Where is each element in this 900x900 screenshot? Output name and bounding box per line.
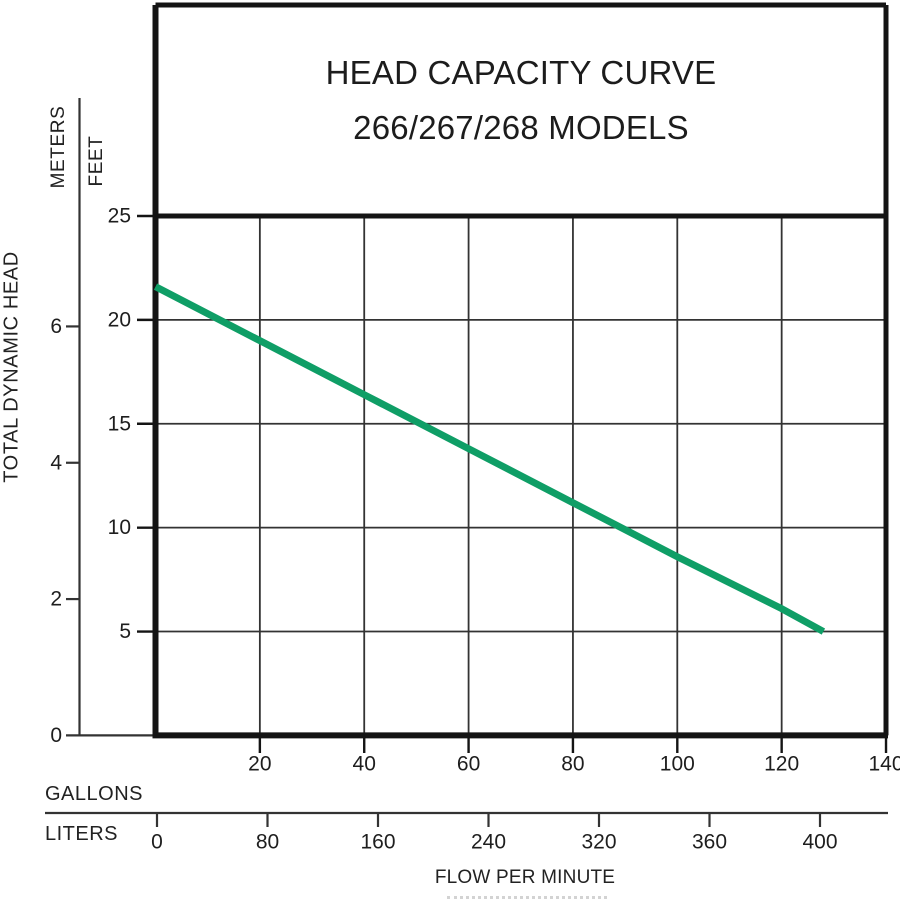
gallons-tick-label: 80 <box>561 753 584 776</box>
gallons-tick-label: 100 <box>660 753 695 776</box>
meters-tick-label: 2 <box>50 588 62 611</box>
feet-tick-label: 5 <box>119 620 131 643</box>
feet-tick-label: 20 <box>108 308 131 331</box>
gallons-tick-label: 60 <box>457 753 480 776</box>
x-axis-title: FLOW PER MINUTE <box>434 867 616 888</box>
chart-title: HEAD CAPACITY CURVE <box>325 54 717 91</box>
meters-tick-label: 0 <box>50 724 62 747</box>
feet-tick-label: 15 <box>108 412 131 435</box>
feet-tick-label: 25 <box>108 205 131 228</box>
gallons-scale-label: GALLONS <box>45 783 143 805</box>
liters-tick-label: 160 <box>360 831 395 854</box>
liters-tick-label: 400 <box>802 831 837 854</box>
gallons-tick-label: 120 <box>764 753 799 776</box>
meters-tick-label: 4 <box>50 451 62 474</box>
gallons-tick-label: 140 <box>868 753 900 776</box>
chart-title-block: HEAD CAPACITY CURVE 266/267/268 MODELS <box>156 45 886 155</box>
feet-tick-label: 10 <box>108 516 131 539</box>
gallons-tick-label: 40 <box>353 753 376 776</box>
liters-tick-label: 80 <box>256 831 279 854</box>
liters-tick-label: 360 <box>692 831 727 854</box>
gallons-tick-label: 20 <box>248 753 271 776</box>
meters-tick-label: 6 <box>50 315 62 338</box>
liters-scale-label: LITERS <box>45 823 119 845</box>
chart-subtitle: 266/267/268 MODELS <box>353 109 689 146</box>
scan-artifact <box>447 896 607 899</box>
liters-tick-label: 320 <box>581 831 616 854</box>
head-capacity-curve <box>153 283 826 635</box>
liters-tick-label: 240 <box>471 831 506 854</box>
liters-tick-label: 0 <box>151 831 163 854</box>
